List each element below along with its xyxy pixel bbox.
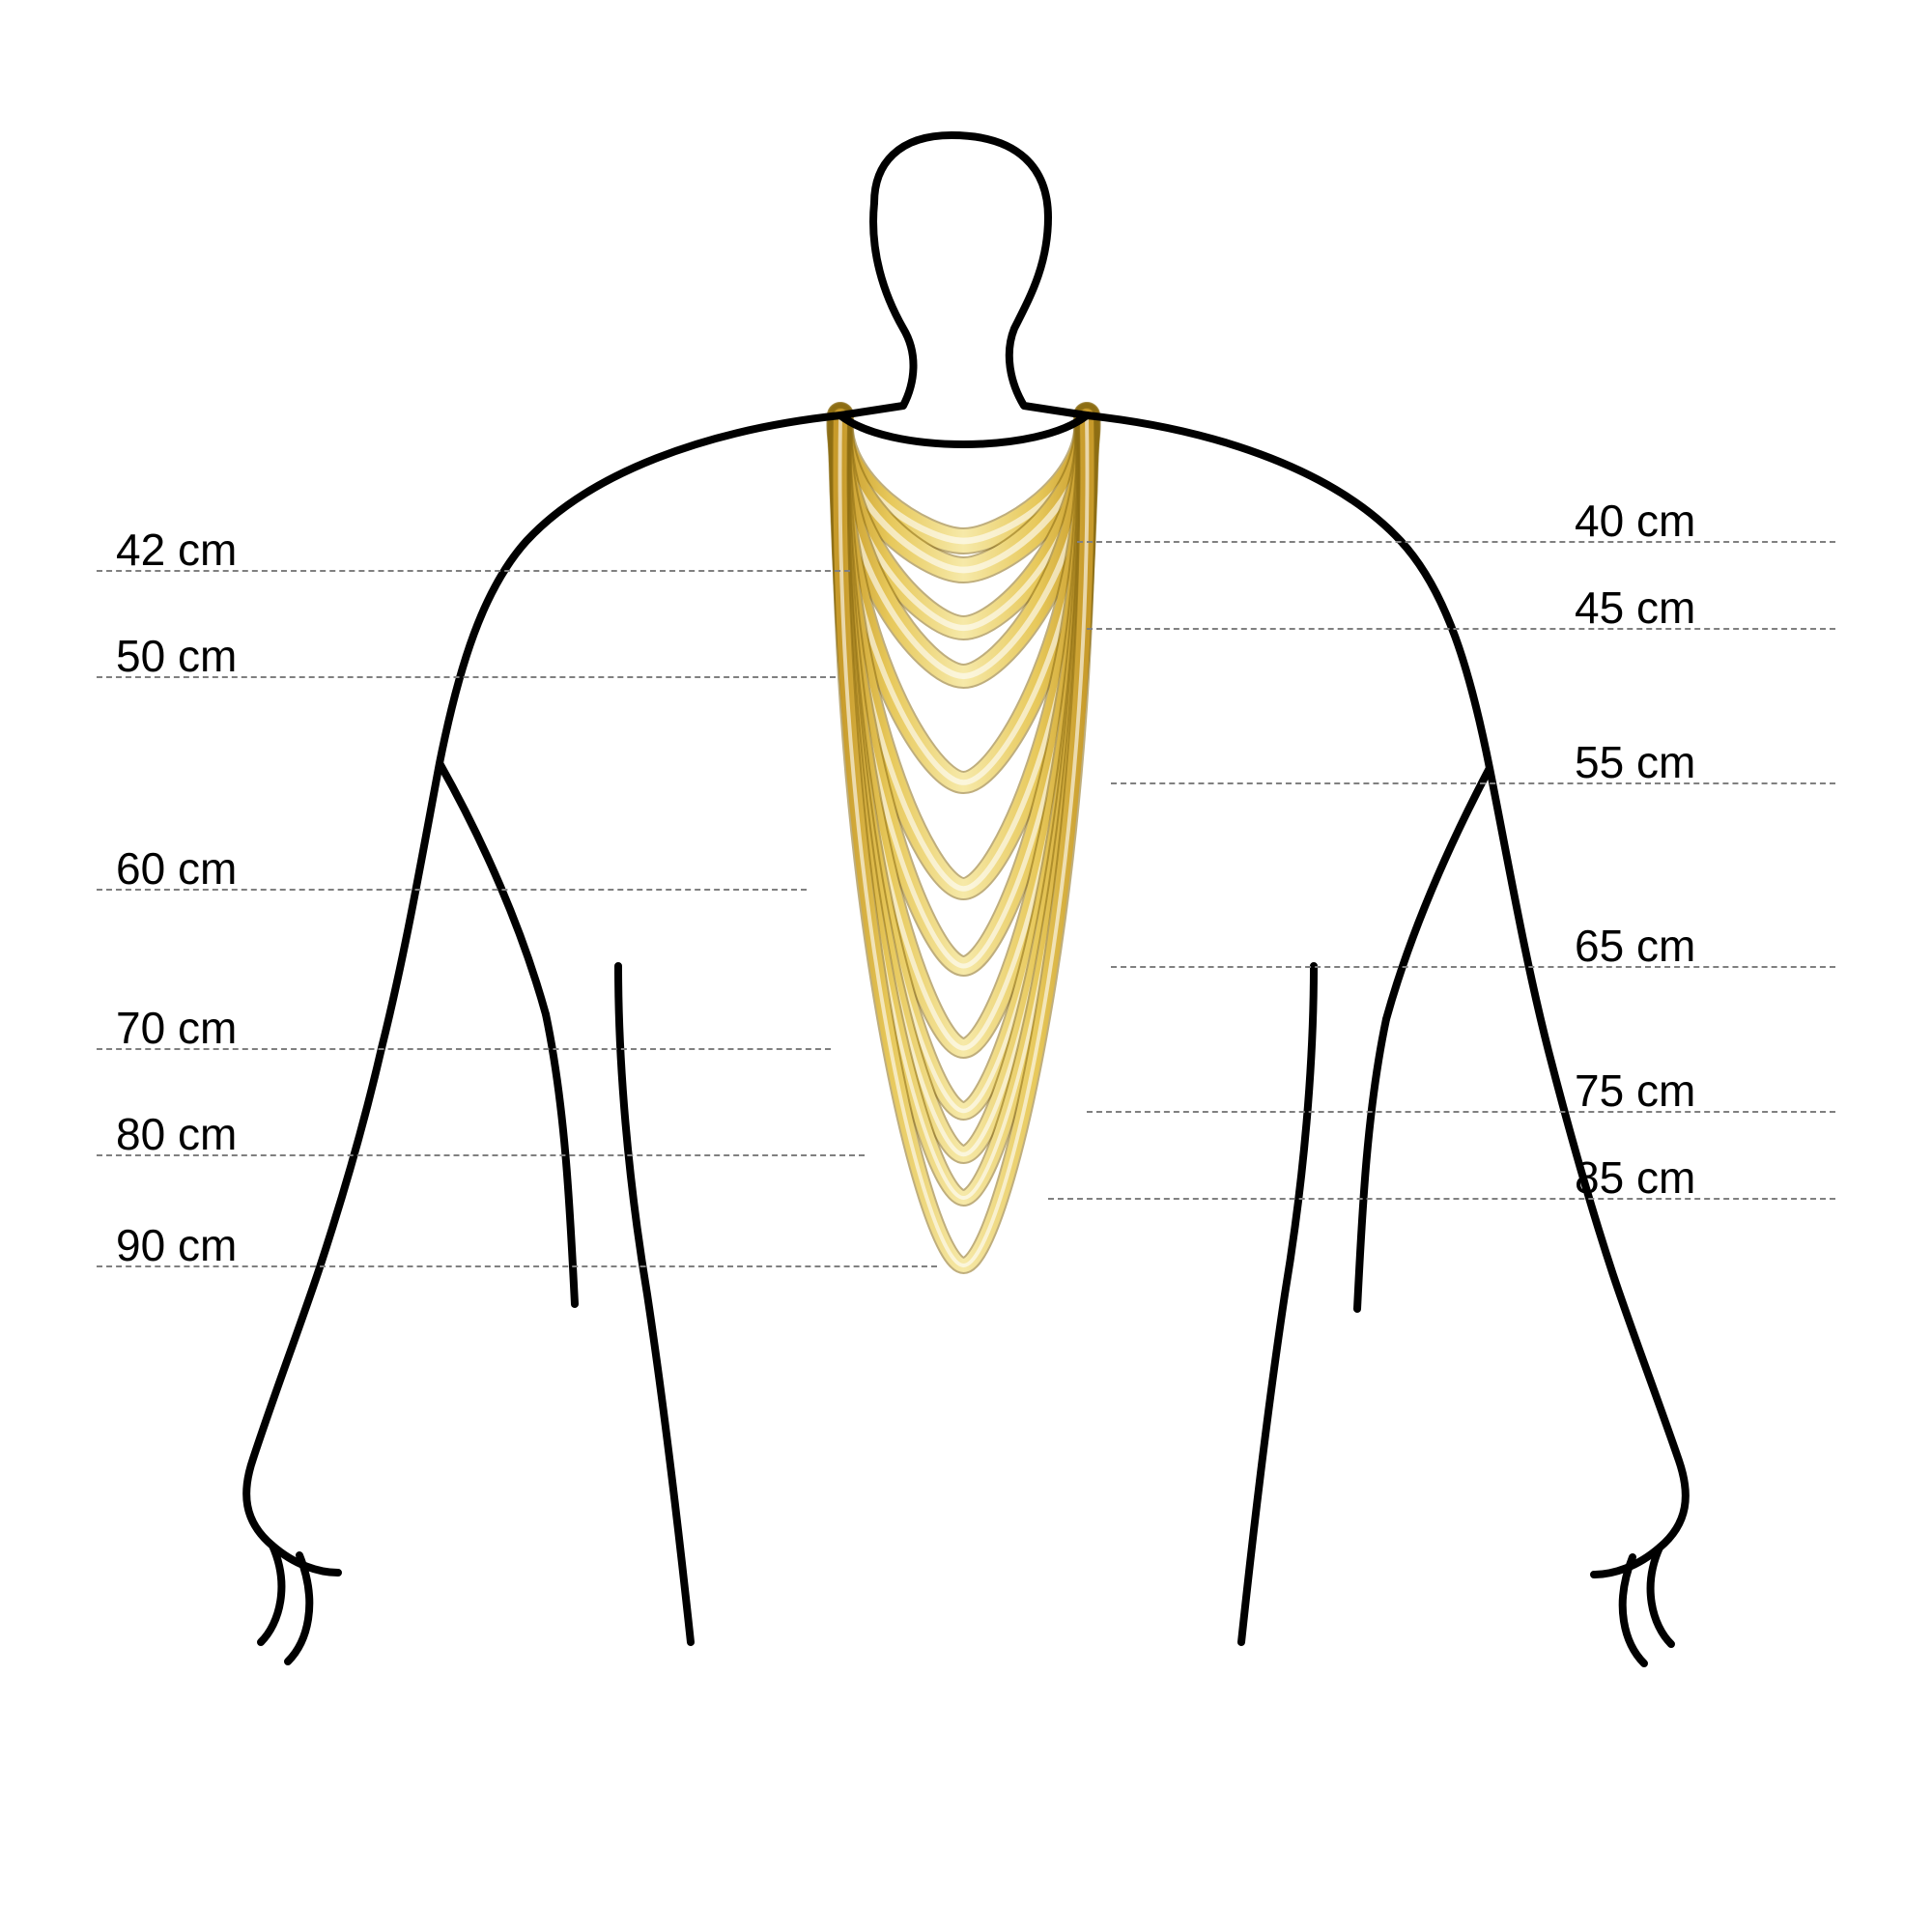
guide-line-85cm [1048, 1198, 1835, 1200]
size-label-55cm: 55 cm [1575, 740, 1695, 784]
size-label-70cm: 70 cm [116, 1006, 237, 1050]
head-right [874, 135, 1087, 415]
size-label-40cm: 40 cm [1575, 498, 1695, 543]
size-label-85cm: 85 cm [1575, 1155, 1695, 1200]
size-label-50cm: 50 cm [116, 634, 237, 678]
size-label-90cm: 90 cm [116, 1223, 237, 1267]
size-label-42cm: 42 cm [116, 527, 237, 572]
neckline [840, 415, 1087, 444]
left-arm [246, 415, 840, 1573]
size-label-45cm: 45 cm [1575, 585, 1695, 630]
guide-line-40cm [1077, 541, 1835, 543]
guide-line-55cm [1111, 782, 1835, 784]
guide-line-75cm [1087, 1111, 1835, 1113]
left-hand [261, 1546, 309, 1662]
right-torso-side [1241, 966, 1386, 1642]
left-torso-side [546, 966, 691, 1642]
size-label-80cm: 80 cm [116, 1112, 237, 1156]
chains-group [840, 415, 1088, 1265]
size-label-65cm: 65 cm [1575, 923, 1695, 968]
guide-line-65cm [1111, 966, 1835, 968]
necklace-size-diagram: 42 cm 50 cm 60 cm 70 cm 80 cm 90 cm 40 cm 45 c… [0, 0, 1932, 1932]
size-label-75cm: 75 cm [1575, 1068, 1695, 1113]
guide-line-45cm [1087, 628, 1835, 630]
head-left [840, 203, 914, 415]
size-label-60cm: 60 cm [116, 846, 237, 891]
right-hand [1623, 1548, 1671, 1663]
